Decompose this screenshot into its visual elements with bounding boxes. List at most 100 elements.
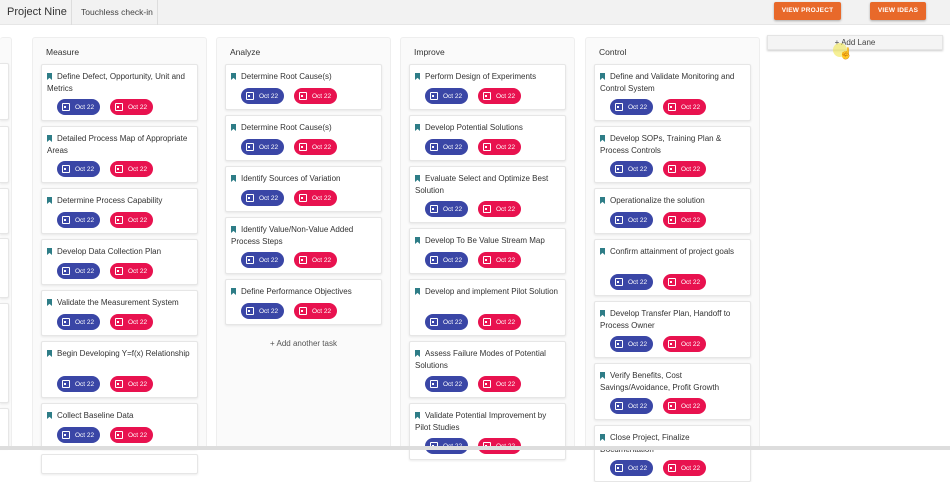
due-date-badge[interactable]: Oct 22 [663, 460, 706, 476]
task-card[interactable] [41, 454, 198, 474]
task-card[interactable]: Assess Failure Modes of Potential Soluti… [409, 341, 566, 398]
tab-project-nine[interactable]: Project Nine [0, 0, 72, 25]
add-task-button[interactable]: + Add another task [270, 339, 337, 348]
task-card[interactable]: Develop Transfer Plan, Handoff to Proces… [594, 301, 751, 358]
due-date-badge[interactable]: Oct 22 [294, 139, 337, 155]
start-date-badge[interactable]: Oct 22 [57, 376, 100, 392]
start-date-badge[interactable]: Oct 22 [241, 190, 284, 206]
task-card[interactable] [0, 408, 9, 448]
due-date-badge[interactable]: Oct 22 [478, 376, 521, 392]
task-title: Evaluate Select and Optimize Best Soluti… [415, 174, 549, 195]
bookmark-icon [415, 73, 420, 80]
task-card[interactable]: Close Project, Finalize Documentation Oct… [594, 425, 751, 482]
task-card[interactable]: Determine Root Cause(s) Oct 22 Oct 22 [225, 115, 382, 161]
task-card[interactable]: Detailed Process Map of Appropriate Area… [41, 126, 198, 183]
task-card[interactable]: Validate the Measurement System Oct 22 Oct… [41, 290, 198, 336]
start-date-badge[interactable]: Oct 22 [241, 303, 284, 319]
due-date-badge[interactable]: Oct 22 [478, 139, 521, 155]
start-date-badge[interactable]: Oct 22 [57, 161, 100, 177]
start-date-badge[interactable]: Oct 22 [425, 314, 468, 330]
task-card[interactable]: Perform Design of Experiments Oct 22 Oct 2… [409, 64, 566, 110]
task-card[interactable]: Develop To Be Value Stream Map Oct 22 Oct … [409, 228, 566, 274]
task-card[interactable]: Begin Developing Y=f(x) Relationship Oct … [41, 341, 198, 398]
start-date: Oct 22 [443, 318, 463, 326]
start-date-badge[interactable]: Oct 22 [425, 376, 468, 392]
task-card[interactable]: Collect Baseline Data Oct 22 Oct 22 [41, 403, 198, 449]
due-date-badge[interactable]: Oct 22 [110, 376, 153, 392]
start-date-badge[interactable]: Oct 22 [57, 212, 100, 228]
task-card[interactable]: Define Performance Objectives Oct 22 Oct 2… [225, 279, 382, 325]
due-date-badge[interactable]: Oct 22 [110, 314, 153, 330]
start-date: Oct 22 [259, 256, 279, 264]
due-date: Oct 22 [496, 143, 516, 151]
due-date-badge[interactable]: Oct 22 [663, 274, 706, 290]
task-card[interactable]: Determine Process Capability Oct 22 Oct 22 [41, 188, 198, 234]
add-lane-button[interactable]: + Add Lane [767, 35, 943, 50]
task-card[interactable]: Validate Potential Improvement by Pilot … [409, 403, 566, 460]
start-date-badge[interactable]: Oct 22 [57, 99, 100, 115]
task-card[interactable] [0, 63, 9, 120]
task-card[interactable]: Operationalize the solution Oct 22 Oct 22 [594, 188, 751, 234]
task-card[interactable]: Verify Benefits, Cost Savings/Avoidance,… [594, 363, 751, 420]
start-date-badge[interactable]: Oct 22 [241, 252, 284, 268]
due-date-badge[interactable]: Oct 22 [478, 201, 521, 217]
start-date-badge[interactable]: Oct 22 [57, 314, 100, 330]
due-date-badge[interactable]: Oct 22 [110, 212, 153, 228]
due-date-badge[interactable]: Oct 22 [663, 398, 706, 414]
due-date-badge[interactable]: Oct 22 [110, 263, 153, 279]
bookmark-icon [47, 135, 52, 142]
due-date-badge[interactable]: Oct 22 [663, 212, 706, 228]
task-card[interactable] [0, 238, 9, 298]
due-date-badge[interactable]: Oct 22 [294, 303, 337, 319]
due-date-badge[interactable]: Oct 22 [294, 88, 337, 104]
due-date-badge[interactable]: Oct 22 [663, 99, 706, 115]
due-date: Oct 22 [681, 216, 701, 224]
start-date-badge[interactable]: Oct 22 [425, 88, 468, 104]
task-card[interactable] [0, 303, 9, 403]
task-card[interactable]: Define Defect, Opportunity, Unit and Met… [41, 64, 198, 121]
task-card[interactable] [0, 188, 9, 234]
start-date-badge[interactable]: Oct 22 [425, 252, 468, 268]
start-date-badge[interactable]: Oct 22 [610, 398, 653, 414]
view-project-button[interactable]: VIEW PROJECT [774, 2, 841, 20]
due-date-badge[interactable]: Oct 22 [110, 161, 153, 177]
task-title: Determine Process Capability [57, 196, 163, 205]
due-date-badge[interactable]: Oct 22 [663, 161, 706, 177]
task-card[interactable]: Define and Validate Monitoring and Contr… [594, 64, 751, 121]
due-date-badge[interactable]: Oct 22 [478, 314, 521, 330]
tab-touchless-check-in[interactable]: Touchless check-in [72, 0, 158, 25]
start-date-badge[interactable]: Oct 22 [57, 263, 100, 279]
task-card[interactable]: Develop and implement Pilot Solution Oct … [409, 279, 566, 336]
start-date-badge[interactable]: Oct 22 [241, 139, 284, 155]
task-card[interactable]: Identify Value/Non-Value Added Process S… [225, 217, 382, 274]
start-date-badge[interactable]: Oct 22 [610, 161, 653, 177]
view-ideas-button[interactable]: VIEW IDEAS [870, 2, 926, 20]
due-date-badge[interactable]: Oct 22 [478, 252, 521, 268]
start-date-badge[interactable]: Oct 22 [241, 88, 284, 104]
task-card[interactable] [0, 126, 9, 183]
start-date-badge[interactable]: Oct 22 [610, 212, 653, 228]
due-date-badge[interactable]: Oct 22 [110, 427, 153, 443]
calendar-icon [430, 380, 438, 388]
due-date-badge[interactable]: Oct 22 [294, 252, 337, 268]
due-date: Oct 22 [312, 256, 332, 264]
start-date-badge[interactable]: Oct 22 [610, 460, 653, 476]
start-date-badge[interactable]: Oct 22 [610, 336, 653, 352]
task-card[interactable]: Develop SOPs, Training Plan & Process Co… [594, 126, 751, 183]
task-card[interactable]: Determine Root Cause(s) Oct 22 Oct 22 [225, 64, 382, 110]
task-card[interactable]: Develop Data Collection Plan Oct 22 Oct 22 [41, 239, 198, 285]
task-card[interactable]: Evaluate Select and Optimize Best Soluti… [409, 166, 566, 223]
start-date-badge[interactable]: Oct 22 [610, 274, 653, 290]
due-date-badge[interactable]: Oct 22 [478, 88, 521, 104]
start-date-badge[interactable]: Oct 22 [425, 139, 468, 155]
task-card[interactable]: Confirm attainment of project goals Oct 2… [594, 239, 751, 296]
start-date-badge[interactable]: Oct 22 [57, 427, 100, 443]
start-date-badge[interactable]: Oct 22 [425, 201, 468, 217]
horizontal-scrollbar[interactable] [0, 446, 950, 450]
start-date-badge[interactable]: Oct 22 [610, 99, 653, 115]
due-date-badge[interactable]: Oct 22 [110, 99, 153, 115]
due-date-badge[interactable]: Oct 22 [294, 190, 337, 206]
due-date-badge[interactable]: Oct 22 [663, 336, 706, 352]
task-card[interactable]: Identify Sources of Variation Oct 22 Oct 2… [225, 166, 382, 212]
task-card[interactable]: Develop Potential Solutions Oct 22 Oct 22 [409, 115, 566, 161]
